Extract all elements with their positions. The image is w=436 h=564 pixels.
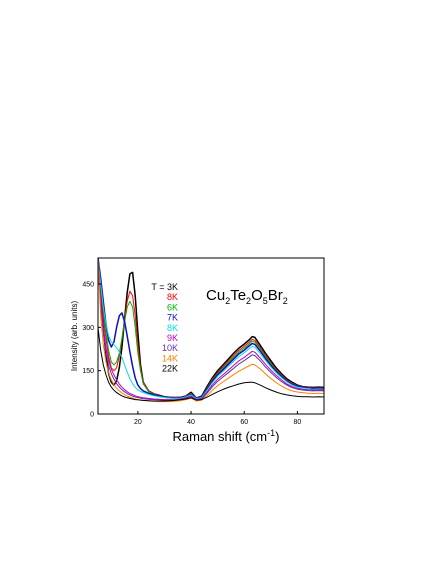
y-axis-label: Intensity (arb. units)	[70, 301, 79, 372]
plot-frame	[97, 257, 325, 415]
x-axis-label-main: Raman shift (cm	[173, 429, 268, 444]
title-sub-4: 2	[283, 296, 288, 306]
series-line-5	[98, 258, 324, 400]
y-tick-label: 150	[82, 368, 94, 375]
y-axis: 0 150 300 450	[82, 282, 101, 419]
legend-entry-2: 8K	[167, 292, 178, 302]
title-sub-2: 2	[246, 296, 251, 306]
x-axis-label-end: )	[275, 429, 279, 444]
series-line-1	[98, 258, 324, 399]
legend-entry-4: 7K	[167, 313, 178, 323]
legend-entry-8: 14K	[162, 353, 178, 363]
x-tick-label: 60	[240, 419, 248, 426]
y-tick-label: 300	[82, 325, 94, 332]
title-o: O	[251, 287, 263, 304]
x-tick-label: 20	[134, 419, 142, 426]
title-te: Te	[230, 287, 246, 304]
title-br: Br	[268, 287, 283, 304]
legend-entry-5: 8K	[167, 323, 178, 333]
x-axis: 20 40 60 80	[134, 411, 301, 426]
title-sub-1: 2	[225, 296, 230, 306]
series-line-3	[98, 258, 324, 399]
series-line-9	[98, 327, 324, 402]
x-tick-label: 80	[294, 419, 302, 426]
legend-entry-7: 10K	[162, 343, 178, 353]
y-tick-label: 0	[90, 412, 94, 419]
title-sub-3: 5	[263, 296, 268, 306]
x-axis-label: Raman shift (cm-1)	[173, 428, 280, 444]
legend-entry-9: 22K	[162, 364, 178, 374]
series-line-6	[98, 258, 324, 401]
chart-title: Cu2Te2O5Br2	[206, 287, 288, 306]
x-tick-label: 40	[187, 419, 195, 426]
title-cu: Cu	[206, 287, 225, 304]
legend-entry-6: 9K	[167, 333, 178, 343]
x-axis-label-sup: -1	[267, 428, 275, 438]
series-line-7	[98, 258, 324, 401]
legend-entry-1: T = 3K	[151, 282, 178, 292]
series-line-4	[98, 258, 324, 400]
series-line-2	[98, 258, 324, 399]
legend-entry-3: 6K	[167, 302, 178, 312]
plot-series	[98, 258, 324, 403]
y-tick-label: 450	[82, 282, 94, 289]
